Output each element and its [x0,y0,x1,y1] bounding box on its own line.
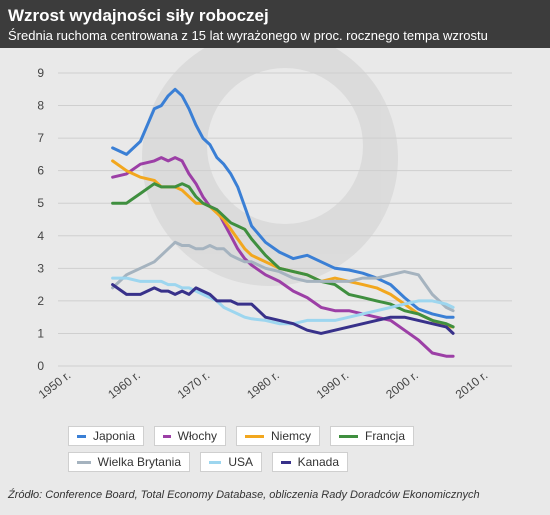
legend-label: Wielka Brytania [97,455,181,469]
y-tick-label: 0 [37,359,44,373]
y-tick-label: 6 [37,164,44,178]
x-tick-label: 2010 r. [453,368,491,402]
legend-label: Japonia [92,429,135,443]
legend-label: Niemcy [270,429,311,443]
x-tick-label: 1950 r. [36,368,74,402]
legend-item-usa: USA [200,452,262,472]
y-tick-label: 9 [37,66,44,80]
legend-swatch [163,434,171,438]
series-line-wielka-brytania [111,240,455,313]
series-line-kanada [111,283,455,335]
series-line-usa [111,276,455,326]
legend-label: Włochy [177,429,217,443]
y-tick-label: 7 [37,131,44,145]
series-line-francja [111,182,455,329]
source-note: Źródło: Conference Board, Total Economy … [8,489,480,501]
legend-item-kanada: Kanada [272,452,348,472]
x-tick-label: 1970 r. [175,368,213,402]
y-tick-label: 2 [37,294,44,308]
series-layer [111,87,455,358]
title-bar: Wzrost wydajności siły roboczej Średnia … [0,0,550,48]
x-tick-label: 1960 r. [105,368,143,402]
y-tick-label: 4 [37,229,44,243]
y-tick-label: 5 [37,196,44,210]
legend-swatch [209,460,222,464]
legend-item-włochy: Włochy [154,426,226,446]
chart-title: Wzrost wydajności siły roboczej [8,6,269,25]
legend-label: Kanada [297,455,339,469]
watermark-logo [142,48,398,286]
legend-item-japonia: Japonia [68,426,144,446]
y-axis-ticks: 0 1 2 3 4 5 6 7 8 9 [37,66,44,373]
x-tick-label: 1990 r. [314,368,352,402]
legend-swatch [339,434,358,438]
legend-swatch [245,434,264,438]
legend-label: USA [228,455,253,469]
legend-item-niemcy: Niemcy [236,426,320,446]
x-tick-label: 2000 r. [383,368,421,402]
legend-item-wielka-brytania: Wielka Brytania [68,452,190,472]
y-tick-label: 1 [37,326,44,340]
legend-label: Francja [364,429,405,443]
y-tick-label: 8 [37,99,44,113]
y-tick-label: 3 [37,261,44,275]
legend-item-francja: Francja [330,426,414,446]
x-tick-label: 1980 r. [244,368,282,402]
chart-subtitle: Średnia ruchoma centrowana z 15 lat wyra… [8,28,488,43]
legend-swatch [77,434,86,438]
legend-swatch [281,460,291,464]
legend-swatch [77,460,91,464]
x-axis-ticks: 1950 r. 1960 r. 1970 r. 1980 r. 1990 r. 2000 … [36,368,491,402]
series-line-japonia [111,87,455,319]
